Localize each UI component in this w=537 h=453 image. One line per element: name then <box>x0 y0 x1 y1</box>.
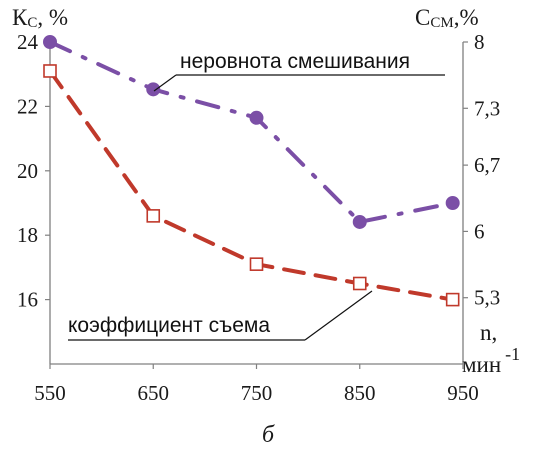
right-y-ticks: 5,3 6 6,7 7,3 8 <box>463 30 500 310</box>
right-y-tick-label: 7,3 <box>474 96 500 120</box>
x-ticks: 550 650 750 850 950 <box>34 364 479 405</box>
x-tick-label: 650 <box>138 381 170 405</box>
x-axis-title-line1: n, <box>480 320 497 345</box>
annotation-coefficient-label: коэффициент съема <box>68 314 270 337</box>
x-tick-label: 750 <box>241 381 273 405</box>
data-point-unevenness <box>352 214 367 229</box>
left-y-axis-title: КС, % <box>12 5 68 31</box>
data-point-unevenness <box>43 35 57 49</box>
series-layer <box>43 35 460 307</box>
right-y-axis-title: ССМ,% <box>415 5 479 31</box>
data-point-unevenness <box>445 196 460 210</box>
data-point-coefficient <box>352 276 367 291</box>
left-y-tick-label: 16 <box>17 288 38 312</box>
data-point-unevenness <box>146 82 161 97</box>
left-y-tick-label: 18 <box>17 223 38 247</box>
right-y-tick-label: 5,3 <box>474 286 500 310</box>
data-point-coefficient <box>445 292 460 307</box>
x-tick-label: 950 <box>447 381 479 405</box>
annotation-unevenness: неровнота смешивания <box>153 50 445 92</box>
left-y-tick-label: 20 <box>17 159 38 183</box>
annotation-unevenness-leader <box>153 74 177 92</box>
data-point-coefficient <box>146 209 161 223</box>
annotation-unevenness-label: неровнота смешивания <box>180 50 410 73</box>
figure-caption: б <box>262 422 275 448</box>
x-tick-label: 550 <box>34 381 66 405</box>
right-y-tick-label: 6,7 <box>474 153 500 177</box>
data-point-unevenness <box>249 110 264 125</box>
x-axis-title-line2: мин -1 <box>462 344 520 377</box>
left-y-tick-label: 24 <box>17 30 39 54</box>
right-y-tick-label: 6 <box>474 219 485 243</box>
annotation-coefficient: коэффициент съема <box>68 290 373 341</box>
x-tick-label: 850 <box>344 381 376 405</box>
annotation-coefficient-leader <box>304 290 373 341</box>
data-point-coefficient <box>249 257 264 271</box>
right-y-tick-label: 8 <box>474 30 485 54</box>
left-y-ticks: 16 18 20 22 24 <box>17 30 50 312</box>
data-point-coefficient <box>43 64 57 78</box>
left-y-tick-label: 22 <box>17 94 38 118</box>
